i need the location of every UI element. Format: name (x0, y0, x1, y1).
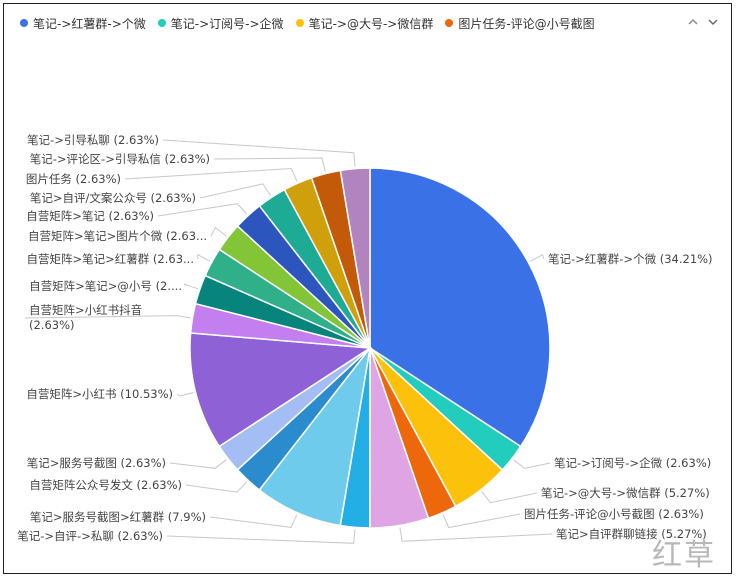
leader-line (529, 253, 545, 262)
leader-line (199, 183, 271, 199)
leader-line (176, 392, 194, 397)
slice-label: 笔记>自评群聊链接 (5.27%) (556, 527, 707, 541)
pie-slice[interactable] (339, 167, 371, 349)
leader-line (197, 253, 211, 262)
legend-item[interactable]: 笔记->红薯群->个微 (20, 15, 146, 32)
legend-pager (687, 16, 719, 28)
leader-line (162, 139, 356, 167)
leader-line (210, 226, 227, 237)
leader-line (213, 157, 326, 172)
leader-line (399, 527, 553, 542)
leader-line (166, 529, 356, 544)
watermark: 红草 (652, 538, 716, 573)
leader-line (442, 513, 521, 529)
leader-line (157, 203, 248, 217)
leader-line (209, 514, 298, 528)
slice-label: 笔记>服务号截图>红薯群 (7.9%) (30, 510, 206, 524)
slice-label: 自营矩阵>笔记>@小号 (2.... (29, 279, 182, 293)
leader-line (183, 283, 199, 290)
slice-label: 自营矩阵>笔记 (2.63%) (26, 209, 154, 223)
slice-label: 笔记->自评->私聊 (2.63%) (17, 529, 163, 543)
legend-dot (295, 19, 304, 27)
pie-slice[interactable] (189, 332, 373, 448)
slice-label: 笔记>服务号截图 (2.63%) (27, 456, 166, 470)
legend-label: 笔记->@大号->微信群 (308, 16, 434, 31)
legend-dot (157, 19, 166, 27)
slice-label: 笔记->@大号->微信群 (5.27%) (541, 486, 710, 500)
slice-label: 自营矩阵公众号发文 (2.63%) (29, 478, 182, 492)
chevron-up-icon[interactable] (687, 16, 699, 28)
leader-line (513, 459, 551, 469)
leader-line (124, 167, 298, 182)
slice-label: 自营矩阵>小红书抖音(2.63%) (29, 303, 142, 332)
slice-label: 图片任务-评论@小号截图 (2.63%) (524, 507, 704, 521)
legend-item[interactable]: 笔记->订阅号->企微 (157, 15, 284, 32)
chart-legend: 笔记->红薯群->个微 笔记->订阅号->企微 笔记->@大号->微信群 图片任… (20, 13, 607, 33)
legend-item[interactable]: 图片任务-评论@小号截图 (445, 15, 595, 32)
legend-dot (445, 19, 454, 27)
slice-label: 自营矩阵>小红书 (10.53%) (26, 387, 173, 401)
legend-label: 笔记->订阅号->企微 (170, 16, 284, 31)
legend-label: 笔记->红薯群->个微 (33, 16, 146, 31)
leader-line (24, 315, 191, 319)
slice-label: 图片任务 (2.63%) (26, 172, 121, 186)
chevron-down-icon[interactable] (707, 16, 719, 28)
slice-label: 笔记->引导私聊 (2.63%) (27, 133, 159, 147)
legend-dot (20, 19, 28, 27)
slice-label: 自营矩阵>笔记>红薯群 (2.63... (27, 252, 195, 266)
slice-label: 笔记->评论区->引导私信 (2.63%) (30, 152, 210, 166)
legend-item[interactable]: 笔记->@大号->微信群 (295, 15, 434, 32)
legend-label: 图片任务-评论@小号截图 (458, 16, 595, 31)
leader-line (169, 459, 227, 469)
leader-line (481, 491, 538, 504)
slice-label: 笔记>自评/文案公众号 (2.63%) (30, 191, 196, 205)
slice-label: 笔记->红薯群->个微 (34.21%) (548, 252, 713, 266)
slice-label: 自营矩阵>笔记>图片个微 (2.63... (28, 229, 207, 243)
slice-label: 笔记->订阅号->企微 (2.63%) (554, 456, 711, 470)
leader-line (185, 481, 247, 493)
